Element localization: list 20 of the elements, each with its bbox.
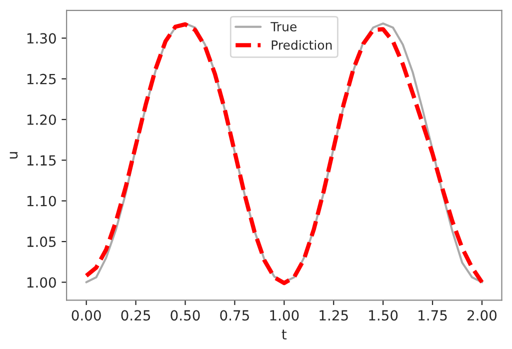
y-tick-label: 1.10 [27,196,56,206]
x-tick-label: 1.00 [270,310,299,321]
y-tick-label: 1.15 [27,155,56,166]
y-tick-label: 1.25 [27,74,56,84]
x-tick-label: 1.75 [418,310,447,321]
x-tick-label: 0.00 [72,310,101,321]
y-axis-title: u [10,152,18,159]
legend-label: Prediction [272,40,332,50]
x-tick-label: 0.75 [220,310,249,321]
x-tick-label: 0.25 [121,310,150,321]
x-tick-label: 2.00 [468,310,497,321]
x-tick-label: 0.50 [170,310,200,321]
x-axis-title: t [282,330,287,340]
y-tick-label: 1.20 [27,114,56,125]
y-tick-label: 1.05 [27,236,56,248]
x-tick-label: 1.50 [369,310,398,321]
x-tick-label: 1.25 [320,310,348,321]
y-tick-label: 1.30 [27,33,56,44]
legend-label: True [270,22,296,32]
y-tick-label: 1.00 [27,277,56,288]
